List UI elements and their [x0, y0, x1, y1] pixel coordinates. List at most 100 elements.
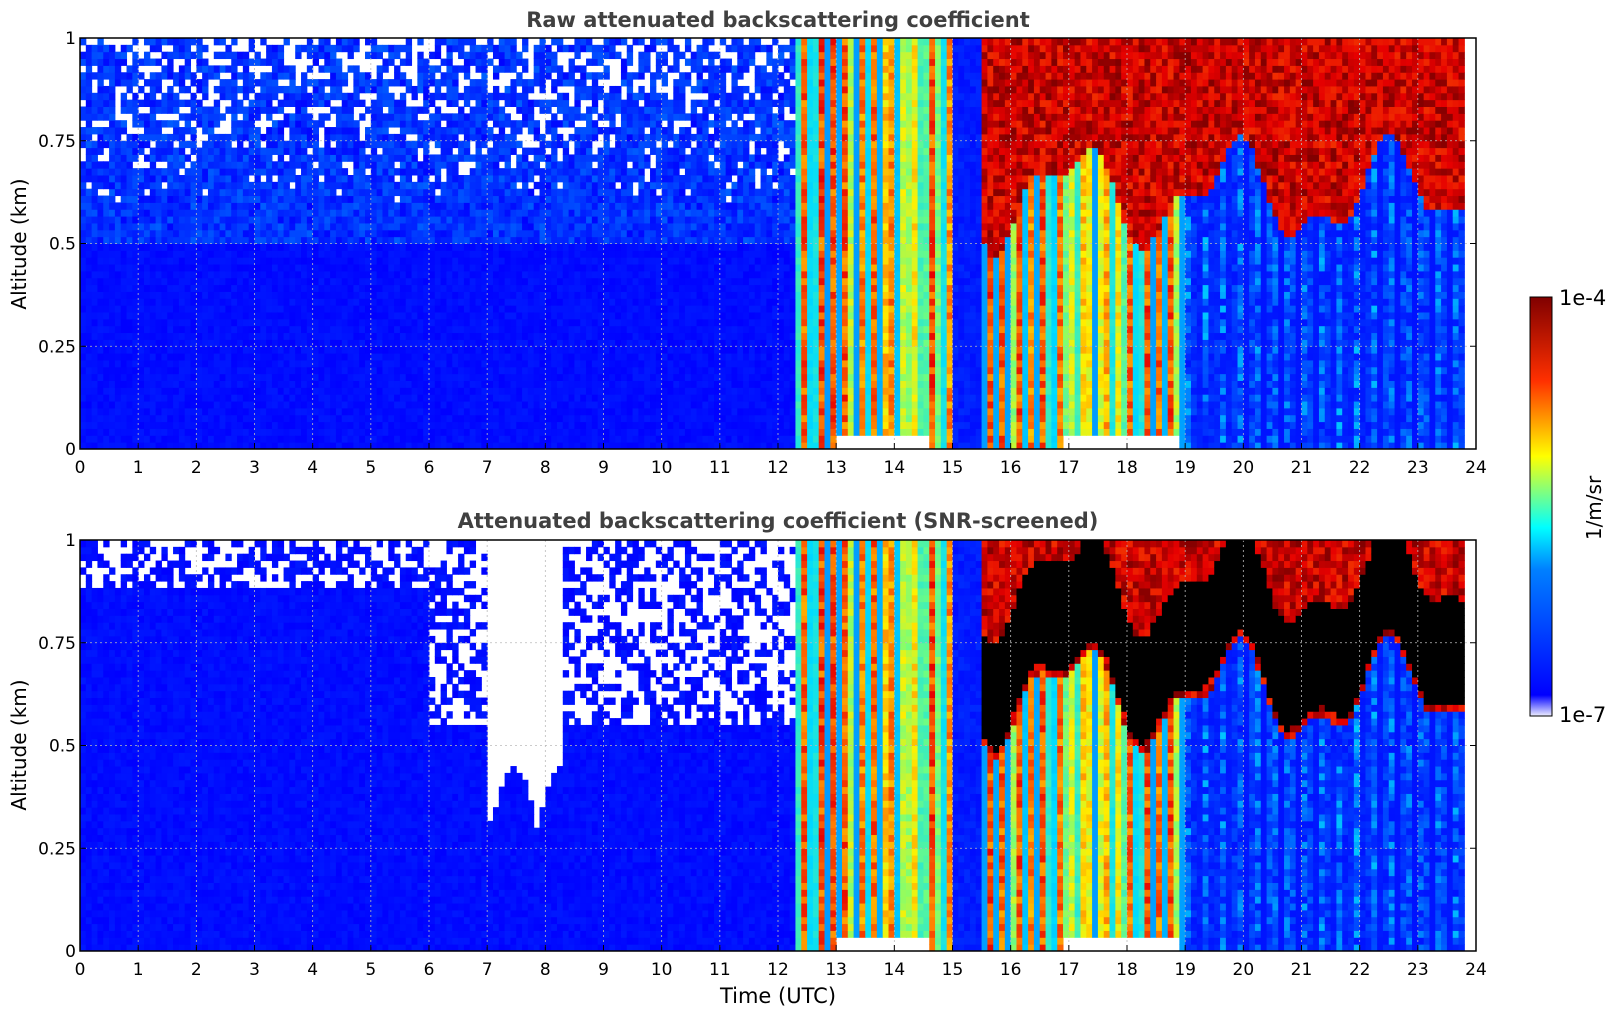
heatmap-cell — [97, 236, 104, 244]
heatmap-cell — [190, 257, 197, 265]
heatmap-cell — [475, 339, 482, 347]
heatmap-cell — [254, 284, 261, 292]
heatmap-cell — [324, 140, 331, 149]
heatmap-cell — [196, 65, 203, 73]
heatmap-cell — [370, 140, 378, 149]
heatmap-cell — [190, 339, 197, 347]
heatmap-cell — [219, 202, 226, 210]
heatmap-cell — [260, 257, 267, 265]
heatmap-cell — [330, 421, 337, 429]
heatmap-cell — [149, 72, 157, 80]
heatmap-cell — [335, 318, 343, 327]
heatmap-cell — [196, 442, 203, 450]
heatmap-cell — [109, 92, 116, 101]
heatmap-cell — [365, 175, 372, 183]
heatmap-cell — [498, 113, 506, 121]
heatmap-cell — [399, 99, 407, 107]
heatmap-cell — [586, 202, 593, 210]
heatmap-cell — [114, 209, 122, 217]
heatmap-cell — [114, 175, 122, 183]
heatmap-cell — [597, 188, 604, 197]
heatmap-cell — [341, 325, 349, 334]
heatmap-cell — [458, 312, 465, 320]
heatmap-cell — [266, 270, 273, 279]
heatmap-cell — [545, 401, 552, 409]
heatmap-cell — [481, 65, 488, 73]
heatmap-cell — [196, 44, 203, 53]
heatmap-cell — [399, 332, 407, 340]
heatmap-cell — [306, 133, 314, 142]
heatmap-cell — [231, 133, 238, 142]
heatmap-cell — [202, 298, 209, 306]
heatmap-cell — [463, 195, 471, 203]
heatmap-cell — [225, 414, 232, 423]
heatmap-cell — [574, 318, 581, 327]
heatmap-cell — [399, 312, 407, 320]
heatmap-cell — [382, 44, 389, 53]
heatmap-cell — [434, 373, 442, 381]
heatmap-cell — [452, 373, 459, 381]
heatmap-cell — [114, 51, 122, 60]
heatmap-cell — [539, 346, 546, 354]
heatmap-cell — [97, 133, 104, 142]
heatmap-cell — [132, 250, 139, 258]
heatmap-cell — [405, 270, 413, 279]
heatmap-cell — [405, 373, 413, 381]
heatmap-cell — [527, 277, 535, 286]
heatmap-cell — [301, 407, 308, 416]
heatmap-cell — [283, 99, 290, 107]
heatmap-cell — [109, 264, 116, 272]
heatmap-cell — [301, 428, 308, 436]
heatmap-cell — [330, 277, 337, 286]
heatmap-cell — [155, 188, 162, 197]
heatmap-cell — [353, 140, 360, 149]
heatmap-cell — [190, 421, 197, 429]
heatmap-cell — [295, 127, 302, 135]
heatmap-cell — [318, 209, 325, 217]
heatmap-cell — [574, 421, 581, 429]
heatmap-cell — [556, 168, 564, 176]
heatmap-cell — [202, 401, 209, 409]
heatmap-cell — [440, 243, 447, 251]
heatmap-cell — [80, 195, 87, 203]
heatmap-cell — [551, 113, 558, 121]
heatmap-cell — [504, 120, 511, 128]
heatmap-cell — [399, 270, 407, 279]
heatmap-cell — [463, 222, 471, 231]
heatmap-cell — [353, 127, 360, 135]
heatmap-cell — [207, 127, 215, 135]
heatmap-cell — [591, 428, 599, 436]
heatmap-cell — [417, 291, 424, 299]
heatmap-cell — [417, 407, 424, 416]
heatmap-cell — [237, 270, 244, 279]
heatmap-cell — [463, 58, 471, 66]
heatmap-cell — [522, 373, 529, 381]
heatmap-cell — [138, 353, 145, 361]
heatmap-cell — [306, 120, 314, 128]
heatmap-cell — [452, 168, 459, 176]
heatmap-cell — [388, 318, 395, 327]
heatmap-cell — [138, 120, 145, 128]
heatmap-cell — [266, 92, 273, 101]
heatmap-cell — [155, 175, 162, 183]
heatmap-cell — [591, 394, 599, 402]
heatmap-cell — [586, 277, 593, 286]
heatmap-cell — [452, 421, 459, 429]
heatmap-cell — [510, 284, 517, 292]
heatmap-cell — [114, 339, 122, 347]
heatmap-cell — [481, 51, 488, 60]
heatmap-cell — [556, 38, 564, 46]
heatmap-cell — [597, 85, 604, 94]
heatmap-cell — [516, 106, 523, 114]
heatmap-cell — [161, 51, 168, 60]
heatmap-cell — [277, 332, 285, 340]
heatmap-cell — [388, 284, 395, 292]
heatmap-cell — [149, 284, 157, 292]
heatmap-cell — [260, 373, 267, 381]
heatmap-cell — [207, 140, 215, 149]
heatmap-cell — [178, 332, 186, 340]
heatmap-cell — [149, 188, 157, 197]
heatmap-cell — [103, 140, 110, 149]
heatmap-cell — [423, 387, 430, 395]
heatmap-cell — [231, 264, 238, 272]
